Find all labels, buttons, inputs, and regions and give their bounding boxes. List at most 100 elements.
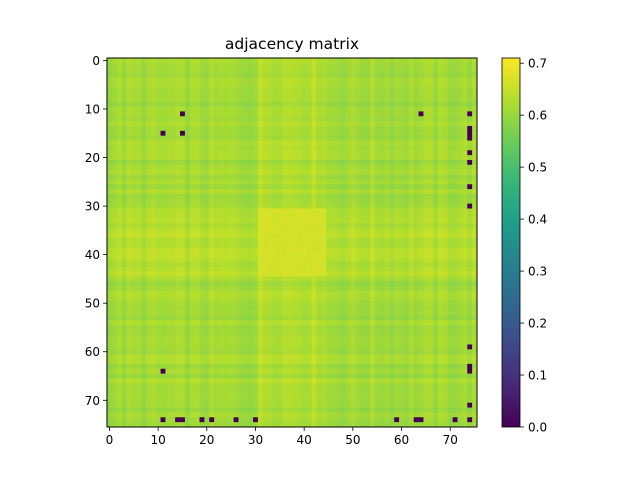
heatmap-cell bbox=[272, 271, 278, 277]
heatmap-cell bbox=[457, 106, 463, 112]
heatmap-cell bbox=[180, 291, 186, 297]
heatmap-cell bbox=[209, 271, 215, 277]
heatmap-cell bbox=[277, 368, 283, 374]
heatmap-cell bbox=[131, 155, 137, 161]
heatmap-cell bbox=[326, 208, 332, 214]
heatmap-cell bbox=[199, 62, 205, 69]
heatmap-cell bbox=[403, 315, 410, 321]
heatmap-cell bbox=[209, 349, 215, 355]
heatmap-cell bbox=[136, 354, 142, 360]
heatmap-cell bbox=[282, 276, 288, 282]
heatmap-cell bbox=[306, 67, 312, 73]
heatmap-cell bbox=[418, 232, 424, 238]
heatmap-cell bbox=[272, 189, 278, 195]
heatmap-cell bbox=[330, 363, 337, 370]
heatmap-cell bbox=[111, 101, 118, 107]
heatmap-cell bbox=[389, 82, 395, 88]
heatmap-cell bbox=[428, 286, 434, 292]
heatmap-cell bbox=[131, 252, 137, 258]
heatmap-cell bbox=[330, 193, 337, 200]
heatmap-cell bbox=[457, 295, 463, 302]
heatmap-cell bbox=[150, 281, 157, 287]
heatmap-cell bbox=[238, 164, 244, 171]
heatmap-cell bbox=[326, 247, 332, 253]
heatmap-cell bbox=[150, 266, 157, 272]
heatmap-cell bbox=[136, 320, 142, 326]
heatmap-cell bbox=[194, 62, 200, 69]
heatmap-cell bbox=[438, 227, 444, 234]
heatmap-cell bbox=[165, 257, 171, 263]
heatmap-cell bbox=[136, 179, 142, 185]
heatmap-cell bbox=[428, 179, 434, 185]
heatmap-cell bbox=[452, 62, 458, 69]
heatmap-cell bbox=[330, 291, 337, 297]
heatmap-cell bbox=[160, 257, 166, 263]
heatmap-cell bbox=[413, 91, 419, 98]
heatmap-cell bbox=[107, 276, 113, 282]
heatmap-cell bbox=[272, 72, 278, 78]
heatmap-cell bbox=[467, 111, 473, 117]
heatmap-cell bbox=[350, 72, 356, 78]
heatmap-cell bbox=[141, 325, 147, 331]
heatmap-cell bbox=[428, 349, 434, 355]
heatmap-cell bbox=[379, 130, 385, 137]
heatmap-cell bbox=[472, 179, 478, 185]
heatmap-cell bbox=[447, 237, 454, 243]
heatmap-cell bbox=[389, 266, 395, 272]
heatmap-cell bbox=[257, 281, 264, 287]
heatmap-cell bbox=[141, 145, 147, 151]
heatmap-cell bbox=[403, 295, 410, 302]
heatmap-cell bbox=[467, 193, 473, 200]
heatmap-cell bbox=[423, 106, 429, 112]
heatmap-cell bbox=[301, 320, 307, 326]
heatmap-cell bbox=[272, 334, 278, 340]
heatmap-cell bbox=[107, 257, 113, 263]
heatmap-cell bbox=[408, 291, 415, 297]
heatmap-cell bbox=[126, 155, 132, 161]
heatmap-cell bbox=[311, 189, 317, 195]
heatmap-cell bbox=[467, 315, 473, 321]
heatmap-cell bbox=[369, 184, 376, 190]
heatmap-cell bbox=[389, 135, 395, 141]
heatmap-cell bbox=[365, 271, 371, 277]
heatmap-cell bbox=[345, 286, 351, 292]
heatmap-cell bbox=[107, 164, 113, 171]
heatmap-cell bbox=[399, 62, 405, 69]
heatmap-cell bbox=[248, 106, 254, 112]
heatmap-cell bbox=[150, 67, 157, 73]
heatmap-cell bbox=[335, 82, 342, 88]
heatmap-cell bbox=[160, 363, 166, 370]
heatmap-cell bbox=[326, 291, 332, 297]
heatmap-cell bbox=[209, 198, 215, 205]
heatmap-cell bbox=[408, 247, 415, 253]
heatmap-cell bbox=[442, 135, 449, 141]
heatmap-cell bbox=[194, 339, 200, 345]
heatmap-cell bbox=[204, 252, 210, 258]
heatmap-cell bbox=[277, 242, 283, 248]
heatmap-cell bbox=[194, 198, 200, 205]
heatmap-cell bbox=[408, 106, 415, 112]
heatmap-cell bbox=[452, 349, 458, 355]
heatmap-cell bbox=[267, 58, 273, 64]
heatmap-cell bbox=[360, 368, 366, 374]
heatmap-cell bbox=[272, 203, 278, 209]
heatmap-cell bbox=[262, 150, 269, 156]
heatmap-cell bbox=[267, 125, 273, 132]
heatmap-cell bbox=[433, 329, 439, 336]
heatmap-cell bbox=[418, 106, 424, 112]
heatmap-cell bbox=[330, 159, 337, 166]
heatmap-cell bbox=[408, 359, 415, 365]
heatmap-cell bbox=[408, 261, 415, 268]
heatmap-cell bbox=[238, 276, 244, 282]
heatmap-cell bbox=[403, 91, 410, 98]
heatmap-cell bbox=[340, 77, 346, 83]
heatmap-cell bbox=[389, 237, 395, 243]
heatmap-cell bbox=[462, 339, 468, 345]
heatmap-cell bbox=[243, 77, 249, 83]
heatmap-cell bbox=[277, 179, 283, 185]
heatmap-cell bbox=[111, 140, 118, 146]
heatmap-cell bbox=[369, 310, 376, 316]
heatmap-cell bbox=[107, 169, 113, 175]
heatmap-cell bbox=[248, 111, 254, 117]
heatmap-cell bbox=[160, 305, 166, 311]
